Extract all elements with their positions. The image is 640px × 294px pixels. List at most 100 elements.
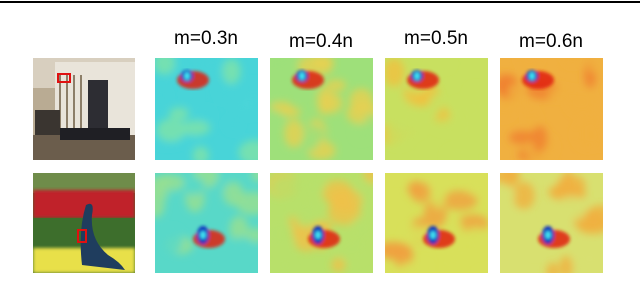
texture-blob <box>223 181 244 206</box>
activation <box>423 226 455 248</box>
texture-blob <box>563 58 582 66</box>
texture-blob <box>356 179 373 200</box>
texture-blob <box>504 242 525 254</box>
activation-center <box>200 231 206 239</box>
texture-blob <box>222 58 241 85</box>
texture-blob <box>155 191 165 218</box>
activation-center <box>529 72 535 80</box>
texture-blob <box>433 119 458 132</box>
texture-blob <box>202 58 222 70</box>
texture-blob <box>270 58 287 74</box>
texture-blob <box>559 255 574 273</box>
texture-blob <box>461 226 488 256</box>
heatmap-texture <box>500 58 603 160</box>
texture-blob <box>168 107 189 121</box>
texture-blob <box>300 173 327 196</box>
heatmap-texture <box>270 58 373 160</box>
activation-center <box>414 72 420 80</box>
texture-blob <box>238 140 258 160</box>
texture-blob <box>385 117 412 147</box>
texture-blob <box>312 58 334 69</box>
texture-blob <box>467 85 486 101</box>
texture-blob <box>280 106 301 118</box>
column-label: m=0.3n <box>174 28 238 49</box>
texture-blob <box>411 182 432 203</box>
texture-blob <box>445 219 464 235</box>
texture-blob <box>463 94 488 114</box>
texture-blob <box>270 174 303 199</box>
texture-blob <box>582 132 603 147</box>
texture-blob <box>546 262 559 273</box>
texture-blob <box>528 228 542 257</box>
photo-peacock <box>33 173 135 273</box>
texture-blob <box>500 185 516 206</box>
heatmap-texture <box>385 173 488 273</box>
texture-blob <box>571 249 603 273</box>
texture-blob <box>501 210 530 231</box>
texture-blob <box>500 98 515 120</box>
texture-blob <box>302 134 319 152</box>
texture-blob <box>547 87 575 100</box>
texture-blob <box>385 242 402 258</box>
texture-blob <box>517 58 541 71</box>
activation <box>407 70 439 89</box>
texture-blob <box>155 58 176 75</box>
heatmap <box>155 173 258 273</box>
heatmap <box>385 58 488 160</box>
texture-blob <box>240 93 258 116</box>
texture-blob <box>346 102 373 125</box>
heatmap <box>385 173 488 273</box>
texture-blob <box>158 174 185 191</box>
activation <box>292 70 324 89</box>
texture-blob <box>278 256 292 273</box>
texture-blob <box>325 79 347 92</box>
texture-blob <box>586 61 603 73</box>
activation-center <box>315 231 321 239</box>
heatmap-texture <box>155 173 258 273</box>
texture-blob <box>229 216 249 243</box>
texture-blob <box>350 215 373 242</box>
column-label: m=0.6n <box>519 31 583 52</box>
heatmaps <box>155 58 603 273</box>
activation <box>522 70 554 89</box>
photo-crib <box>33 58 135 160</box>
texture-blob <box>431 181 446 210</box>
texture-blob <box>251 173 258 182</box>
texture-blob <box>291 224 304 240</box>
column-label: m=0.5n <box>404 28 468 49</box>
texture-blob <box>292 199 321 228</box>
heatmap <box>500 58 603 160</box>
activation-center <box>545 231 551 239</box>
texture-blob <box>464 173 488 197</box>
texture-blob <box>403 229 420 241</box>
texture-blob <box>512 181 535 210</box>
texture-blob <box>441 190 478 211</box>
texture-blob <box>471 134 488 146</box>
texture-blob <box>228 262 244 273</box>
texture-blob <box>401 262 425 273</box>
texture-blob <box>354 122 368 141</box>
texture-blob <box>387 90 405 109</box>
activation <box>177 70 209 89</box>
texture-blob <box>192 146 210 160</box>
texture-blob <box>284 119 304 148</box>
texture-blob <box>156 118 186 142</box>
texture-blob <box>502 173 519 188</box>
texture-blob <box>507 83 523 100</box>
texture-blob <box>225 117 241 132</box>
texture-blob <box>429 58 453 70</box>
texture-blob <box>364 113 373 137</box>
heatmap <box>270 173 373 273</box>
activation <box>308 226 340 248</box>
texture-blob <box>316 87 332 115</box>
texture-blob <box>584 204 603 227</box>
activation <box>538 226 570 248</box>
texture-blob <box>588 173 603 185</box>
heatmap-texture <box>500 173 603 273</box>
texture-blob <box>226 236 256 259</box>
activation-center <box>299 72 305 80</box>
texture-blob <box>337 237 369 262</box>
texture-blob <box>198 107 213 123</box>
